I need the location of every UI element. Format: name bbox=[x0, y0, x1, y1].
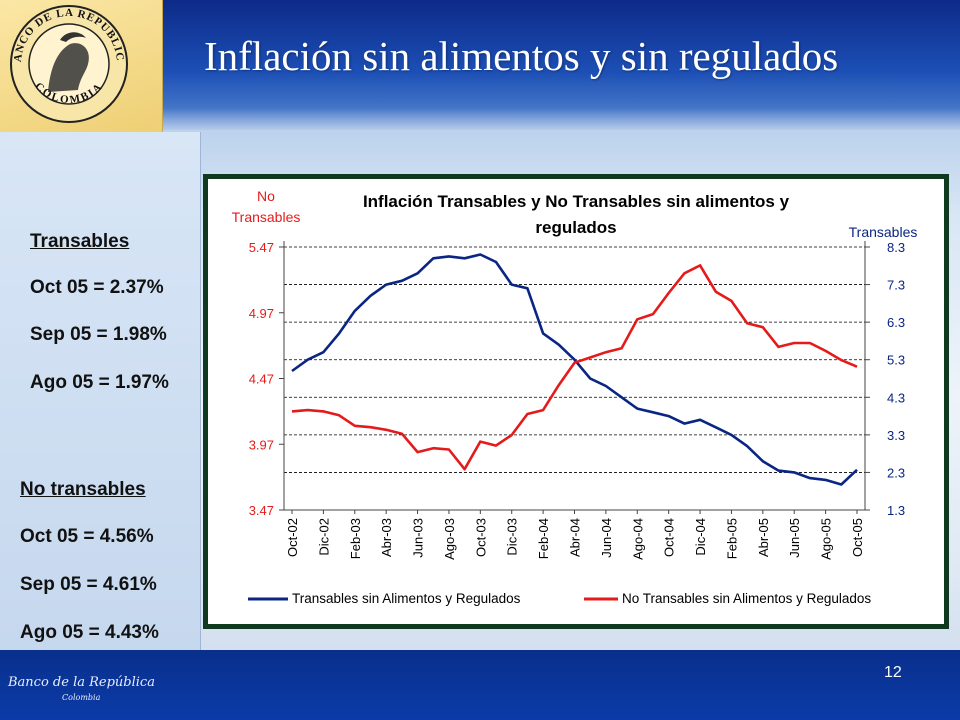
x-tick-label-Oct-02: Oct-02 bbox=[285, 518, 300, 557]
left-axis-label-line2: Transables bbox=[232, 209, 301, 225]
x-tick-label-Feb-04: Feb-04 bbox=[536, 518, 551, 559]
footer-logo-subtext: Colombia bbox=[62, 693, 101, 702]
legend-label-transables: Transables sin Alimentos y Regulados bbox=[292, 591, 521, 606]
x-tick-label-Feb-05: Feb-05 bbox=[724, 518, 739, 559]
no-transables-oct05: Oct 05 = 4.56% bbox=[20, 526, 154, 547]
series-line-transables bbox=[291, 253, 858, 486]
legend-label-no-transables: No Transables sin Alimentos y Regulados bbox=[622, 591, 871, 606]
right-tick-label-3.3: 3.3 bbox=[887, 428, 905, 443]
right-tick-label-2.3: 2.3 bbox=[887, 465, 905, 480]
x-tick-label-Dic-02: Dic-02 bbox=[316, 518, 331, 556]
left-tick-label-5.47: 5.47 bbox=[249, 240, 274, 255]
x-tick-label-Ago-05: Ago-05 bbox=[819, 518, 834, 560]
page-number: 12 bbox=[884, 664, 902, 681]
left-tick-label-4.97: 4.97 bbox=[249, 306, 274, 321]
right-tick-label-1.3: 1.3 bbox=[887, 503, 905, 518]
x-tick-label-Feb-03: Feb-03 bbox=[348, 518, 363, 559]
footer-logo-text: Banco de la República bbox=[8, 675, 155, 690]
chart-title-line1: Inflación Transables y No Transables sin… bbox=[363, 192, 790, 211]
right-tick-label-8.3: 8.3 bbox=[887, 240, 905, 255]
transables-ago05: Ago 05 = 1.97% bbox=[30, 372, 169, 393]
right-tick-label-7.3: 7.3 bbox=[887, 278, 905, 293]
no-transables-sep05: Sep 05 = 4.61% bbox=[20, 574, 157, 595]
x-tick-label-Abr-03: Abr-03 bbox=[379, 518, 394, 557]
chart-area: Inflación Transables y No Transables sin… bbox=[207, 178, 945, 625]
left-tick-label-3.97: 3.97 bbox=[249, 437, 274, 452]
transables-sep05: Sep 05 = 1.98% bbox=[30, 324, 167, 345]
x-tick-label-Dic-03: Dic-03 bbox=[505, 518, 520, 556]
footer-bar bbox=[0, 650, 960, 720]
chart-title-line2: regulados bbox=[535, 218, 616, 237]
no-transables-heading: No transables bbox=[20, 479, 146, 500]
bank-seal-logo: BANCO DE LA REPUBLICA COLOMBIA bbox=[0, 0, 163, 132]
x-tick-label-Jun-03: Jun-03 bbox=[411, 518, 426, 558]
x-tick-label-Abr-04: Abr-04 bbox=[568, 518, 583, 557]
seal-icon: BANCO DE LA REPUBLICA COLOMBIA bbox=[0, 0, 128, 123]
transables-oct05: Oct 05 = 2.37% bbox=[30, 277, 164, 298]
series-line-no-transables bbox=[291, 264, 858, 471]
right-tick-label-4.3: 4.3 bbox=[887, 390, 905, 405]
x-tick-label-Oct-03: Oct-03 bbox=[473, 518, 488, 557]
no-transables-ago05: Ago 05 = 4.43% bbox=[20, 622, 159, 643]
chart-frame: Inflación Transables y No Transables sin… bbox=[203, 174, 949, 629]
x-tick-label-Oct-04: Oct-04 bbox=[662, 518, 677, 557]
x-tick-label-Abr-05: Abr-05 bbox=[756, 518, 771, 557]
right-tick-label-6.3: 6.3 bbox=[887, 315, 905, 330]
slide-title: Inflación sin alimentos y sin regulados bbox=[204, 33, 839, 79]
transables-heading: Transables bbox=[30, 231, 130, 252]
left-tick-label-4.47: 4.47 bbox=[249, 372, 274, 387]
line-chart: Inflación Transables y No Transables sin… bbox=[232, 188, 918, 606]
right-axis-label: Transables bbox=[849, 224, 918, 240]
x-tick-label-Oct-05: Oct-05 bbox=[850, 518, 865, 557]
x-tick-label-Ago-04: Ago-04 bbox=[630, 518, 645, 560]
left-axis-label-line1: No bbox=[257, 188, 275, 204]
left-tick-label-3.47: 3.47 bbox=[249, 503, 274, 518]
x-tick-label-Jun-05: Jun-05 bbox=[787, 518, 802, 558]
x-tick-label-Jun-04: Jun-04 bbox=[599, 518, 614, 558]
right-tick-label-5.3: 5.3 bbox=[887, 353, 905, 368]
x-tick-label-Ago-03: Ago-03 bbox=[442, 518, 457, 560]
x-tick-label-Dic-04: Dic-04 bbox=[693, 518, 708, 556]
left-stats-panel bbox=[0, 132, 201, 650]
